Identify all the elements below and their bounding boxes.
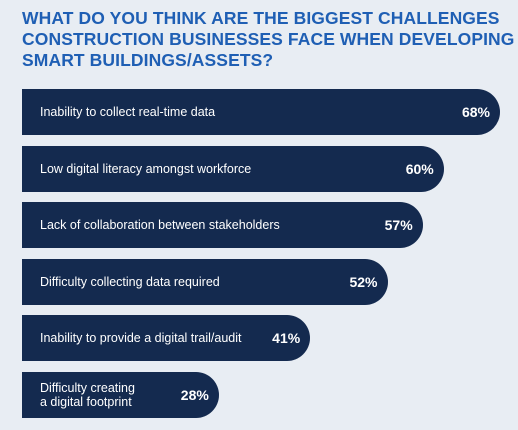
bar: Low digital literacy amongst workforce 60… (22, 145, 444, 192)
chart-title-line-3: SMART BUILDINGS/ASSETS? (22, 50, 274, 70)
chart-title-line-2: CONSTRUCTION BUSINESSES FACE WHEN DEVELO… (22, 29, 515, 49)
bar-value-label: 57% (384, 217, 413, 234)
bar-value-label: 60% (405, 160, 434, 177)
bar: Lack of collaboration between stakeholde… (22, 202, 423, 249)
bar-value-label: 41% (272, 330, 301, 347)
bar-value-label: 28% (180, 387, 209, 403)
chart-title-line-1: WHAT DO YOU THINK ARE THE BIGGEST CHALLE… (22, 8, 500, 28)
bar: Inability to provide a digital trail/aud… (22, 315, 311, 362)
bar-value-label: 68% (461, 104, 490, 120)
bar: Difficulty creating a digital footprint 2… (22, 372, 219, 418)
bar-category-label: Difficulty creating a digital footprint (40, 381, 135, 409)
bar: Inability to collect real-time data 68% (22, 89, 500, 135)
bar-category-label: Inability to collect real-time data (40, 105, 216, 119)
bar-category-label: Lack of collaboration between stakeholde… (40, 218, 280, 233)
bar-category-label: Inability to provide a digital trail/aud… (40, 331, 242, 346)
chart-title: WHAT DO YOU THINK ARE THE BIGGEST CHALLE… (22, 8, 515, 71)
bar-value-label: 52% (349, 273, 378, 290)
bar-category-label: Low digital literacy amongst workforce (40, 161, 252, 176)
bar-category-label: Difficulty collecting data required (40, 274, 220, 289)
bar: Difficulty collecting data required 52% (22, 258, 388, 305)
